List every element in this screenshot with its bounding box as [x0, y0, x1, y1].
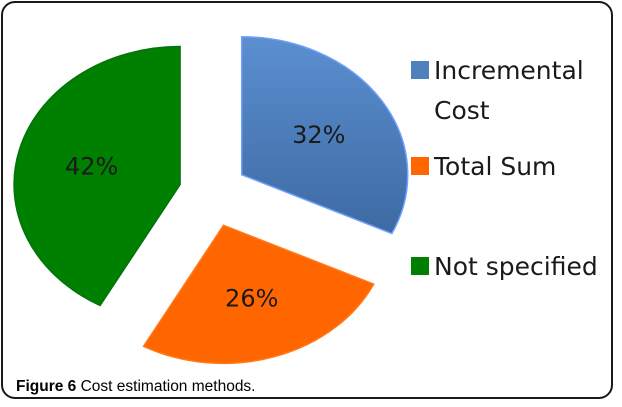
figure-caption-label: Figure 6: [16, 378, 77, 395]
legend-label-not-specified: Not specified: [434, 252, 598, 281]
pie-label-total-sum: 26%: [225, 285, 278, 313]
pie-label-not-specified: 42%: [65, 153, 118, 181]
legend-label-incremental-cost: Incremental: [434, 56, 584, 85]
pie-label-incremental-cost: 32%: [292, 121, 345, 149]
figure-caption: Figure 6 Cost estimation methods.: [16, 378, 256, 396]
figure-frame: 32% 26% 42% Incremental Cost Total Sum Not sp…: [1, 1, 613, 399]
legend-swatch-incremental-cost: [411, 61, 429, 79]
pie-slice-not-specified: [13, 45, 181, 307]
pie-slice-incremental-cost: [240, 36, 409, 235]
pie-slice-total-sum: [142, 224, 375, 365]
pie-chart: 32% 26% 42% Incremental Cost Total Sum Not sp…: [13, 36, 598, 365]
legend-label-incremental-cost: Cost: [434, 96, 490, 125]
figure-caption-text: Cost estimation methods.: [80, 378, 256, 395]
legend-swatch-not-specified: [411, 257, 429, 275]
legend-swatch-total-sum: [411, 157, 429, 175]
legend-label-total-sum: Total Sum: [433, 152, 556, 181]
